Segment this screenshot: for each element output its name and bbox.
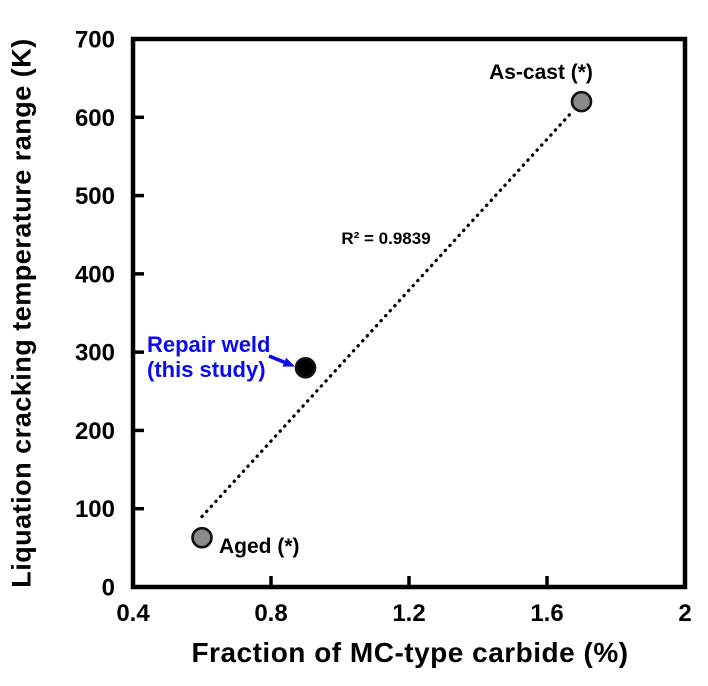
repair-weld-callout-line1: Repair weld [147,332,271,357]
x-tick-label: 2 [678,600,691,627]
y-tick-label: 500 [75,183,115,210]
x-tick-label: 1.2 [392,600,425,627]
y-tick-label: 0 [102,575,115,602]
marker-as-cast [570,90,593,113]
y-tick-label: 400 [75,261,115,288]
plot-frame [130,36,688,590]
x-tick-label: 0.8 [254,600,287,627]
y-tick-label: 200 [75,418,115,445]
y-tick-label: 300 [75,340,115,367]
marker-repair-weld [294,356,317,379]
x-axis-title: Fraction of MC-type carbide (%) [191,637,629,668]
y-tick-label: 600 [75,105,115,132]
callout-arrow-head [282,357,295,367]
repair-weld-callout-line2: (this study) [147,357,266,382]
x-tick-label: 0.4 [116,600,150,627]
marker-aged [191,526,213,549]
y-axis-title: Liquation cracking temperature range (K) [6,38,37,588]
label-as-cast-point: As-cast (*) [489,61,593,84]
y-tick-label: 700 [75,27,115,54]
callout-arrow-shaft [268,354,286,364]
x-tick-label: 1.6 [530,600,563,627]
trendline-dotted [200,109,575,519]
label-repair-weld-callout: Repair weld (this study) [147,332,270,382]
label-r-squared: R² = 0.9839 [341,229,431,248]
y-tick-label: 100 [75,496,115,523]
label-aged-point: Aged (*) [219,535,300,558]
